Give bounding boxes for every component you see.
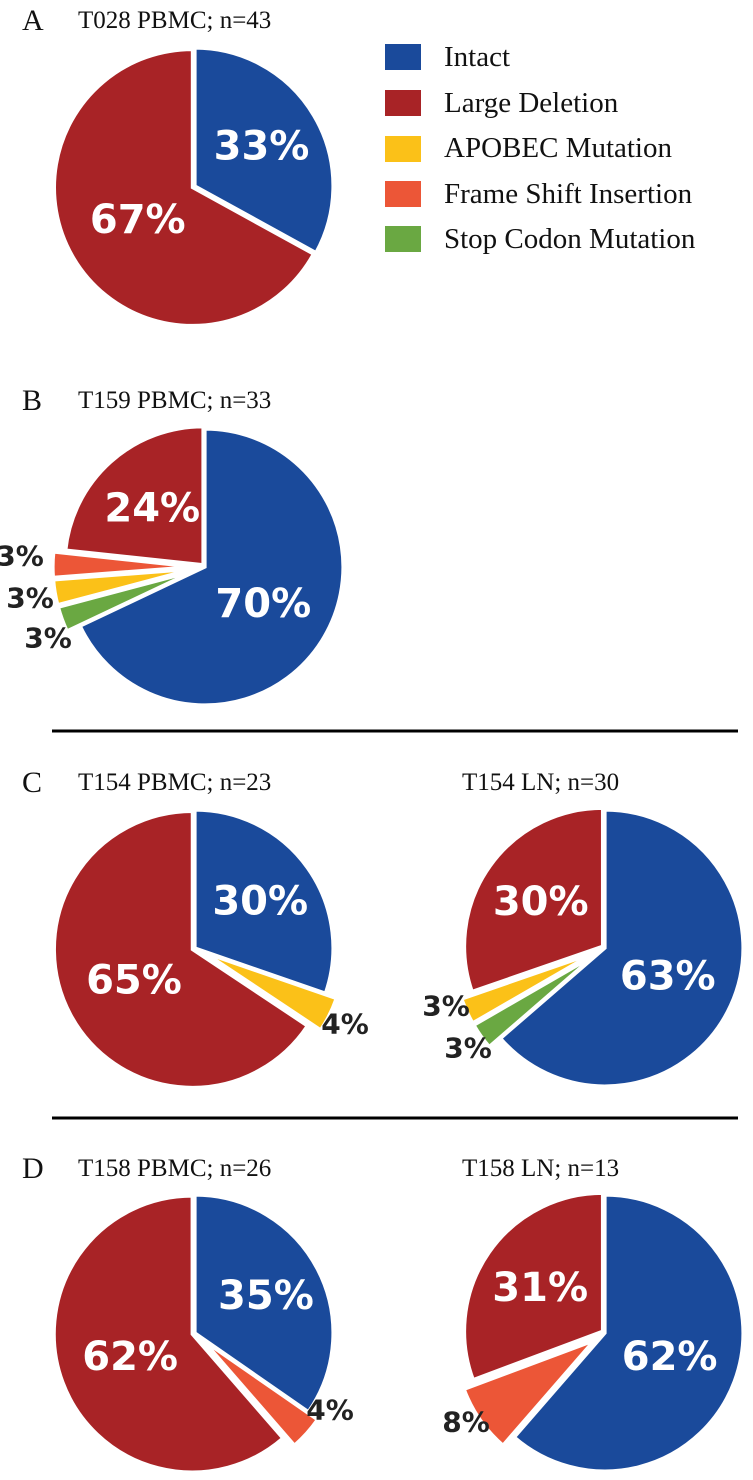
pie-slice-intact	[193, 1193, 335, 1414]
panel-d-left-title: T158 PBMC; n=26	[78, 1155, 271, 1182]
pie-c-left: 30% 4% 65%	[52, 808, 369, 1090]
legend: Intact Large Deletion APOBEC Mutation Fr…	[385, 41, 696, 255]
slice-label-frameshift: 3%	[0, 540, 44, 573]
slice-label-stop-codon: 3%	[24, 622, 72, 655]
slice-label-large-deletion: 24%	[104, 485, 200, 531]
legend-item-stop-codon: Stop Codon Mutation	[385, 223, 696, 255]
panel-b-title: T159 PBMC; n=33	[78, 387, 271, 414]
panel-c: C T154 PBMC; n=23 30% 4% 65% T154 LN; n=30…	[22, 766, 745, 1090]
legend-swatch-large-deletion	[385, 90, 421, 116]
legend-label-large-deletion: Large Deletion	[444, 87, 619, 119]
slice-label-large-deletion: 62%	[82, 1334, 178, 1380]
legend-swatch-apobec	[385, 136, 421, 162]
panel-d: D T158 PBMC; n=26 35% 4% 62% T158 LN; n=13…	[22, 1152, 745, 1474]
legend-swatch-intact	[385, 44, 421, 70]
legend-item-frameshift: Frame Shift Insertion	[385, 178, 693, 210]
pie-slice-large-deletion	[52, 47, 316, 328]
panel-a-title: T028 PBMC; n=43	[78, 7, 271, 34]
slice-label-intact: 35%	[218, 1273, 314, 1319]
pie-slice-large-deletion	[64, 425, 205, 567]
legend-item-apobec: APOBEC Mutation	[385, 132, 672, 164]
legend-item-intact: Intact	[385, 41, 510, 73]
slice-label-apobec: 4%	[321, 1008, 369, 1041]
pie-slice-apobec	[51, 567, 192, 607]
panel-letter-d: D	[22, 1152, 44, 1185]
pie-d-right: 62% 8% 31%	[442, 1191, 745, 1473]
pie-slice-intact	[512, 1193, 745, 1473]
pie-slice-intact	[498, 808, 745, 1088]
pie-slice-frameshift	[202, 1339, 320, 1448]
slice-label-large-deletion: 31%	[492, 1265, 588, 1311]
pie-slice-apobec	[204, 951, 339, 1032]
slice-label-frameshift: 8%	[442, 1406, 490, 1439]
pie-slice-intact	[78, 427, 345, 707]
legend-label-frameshift: Frame Shift Insertion	[444, 178, 693, 210]
slice-label-intact: 33%	[214, 124, 310, 170]
pie-slice-apobec	[459, 952, 594, 1026]
pie-slice-frameshift	[51, 550, 192, 580]
pie-slice-stop-codon	[56, 570, 193, 634]
pie-c-right: 63% 3% 3% 30%	[422, 806, 745, 1088]
legend-label-apobec: APOBEC Mutation	[444, 132, 672, 164]
pie-slice-large-deletion	[462, 1191, 605, 1382]
slice-label-apobec: 3%	[422, 990, 470, 1023]
panel-b: B T159 PBMC; n=33 70% 3% 3% 3% 24%	[0, 384, 345, 707]
legend-swatch-frameshift	[385, 181, 421, 207]
pie-d-left: 35% 4% 62%	[52, 1193, 354, 1474]
pie-slice-intact	[193, 46, 335, 255]
slice-label-intact: 70%	[215, 581, 311, 627]
legend-item-large-deletion: Large Deletion	[385, 87, 619, 119]
slice-label-large-deletion: 67%	[90, 197, 186, 243]
panel-letter-b: B	[22, 384, 42, 417]
slice-label-intact: 30%	[212, 879, 308, 925]
legend-swatch-stop-codon	[385, 226, 421, 252]
pie-slice-stop-codon	[471, 954, 595, 1049]
slice-label-frameshift: 4%	[306, 1394, 354, 1427]
slice-label-intact: 63%	[620, 954, 716, 1000]
slice-label-stop-codon: 3%	[444, 1032, 492, 1065]
pie-slice-large-deletion	[52, 809, 310, 1090]
legend-label-intact: Intact	[444, 41, 510, 73]
pie-b: 70% 3% 3% 3% 24%	[0, 425, 345, 707]
panel-a: A T028 PBMC; n=43 33% 67%	[22, 4, 335, 328]
pie-slice-large-deletion	[52, 1194, 285, 1474]
pie-slice-intact	[193, 808, 335, 996]
slice-label-large-deletion: 65%	[86, 958, 182, 1004]
panel-letter-a: A	[22, 4, 44, 37]
panel-c-right-title: T154 LN; n=30	[462, 769, 619, 796]
slice-label-apobec: 3%	[6, 582, 54, 615]
pie-slice-large-deletion	[462, 806, 605, 994]
slice-label-large-deletion: 30%	[493, 879, 589, 925]
slice-label-intact: 62%	[622, 1334, 718, 1380]
pie-a: 33% 67%	[52, 46, 335, 328]
legend-label-stop-codon: Stop Codon Mutation	[444, 223, 696, 255]
pie-slice-frameshift	[462, 1339, 595, 1448]
panel-letter-c: C	[22, 766, 42, 799]
panel-d-right-title: T158 LN; n=13	[462, 1155, 619, 1182]
panel-c-left-title: T154 PBMC; n=23	[78, 769, 271, 796]
